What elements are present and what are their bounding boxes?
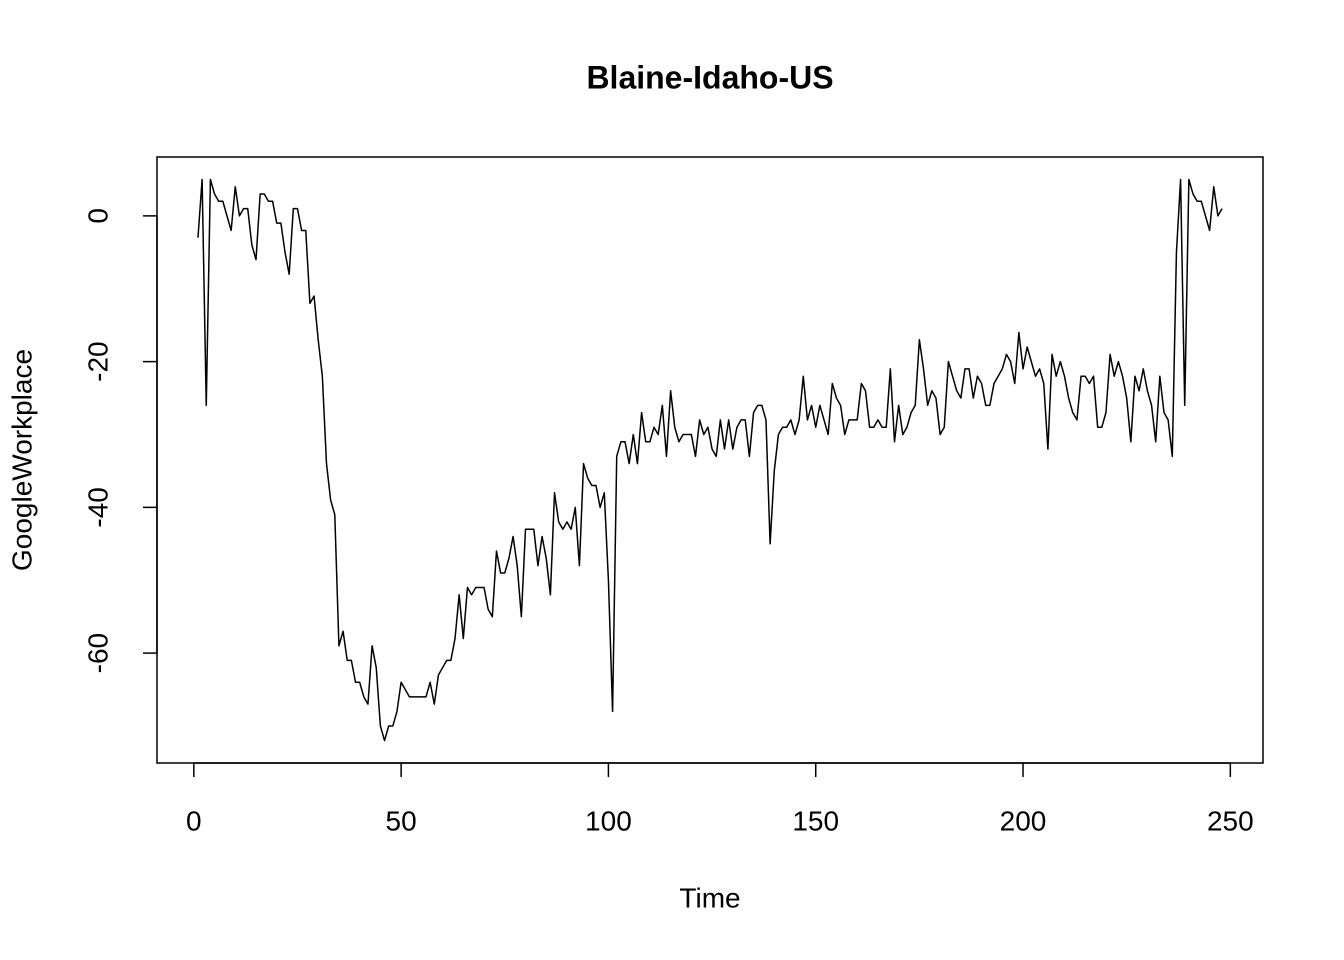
x-tick-label: 100	[585, 805, 632, 836]
x-tick-label: 250	[1207, 805, 1254, 836]
y-tick-label: -20	[82, 341, 113, 381]
y-tick-label: -60	[82, 633, 113, 673]
y-axis-label: GoogleWorkplace	[6, 349, 37, 571]
x-axis-label: Time	[679, 882, 740, 913]
data-line	[197, 178, 1223, 742]
y-tick-label: 0	[82, 208, 113, 224]
y-tick-label: -40	[82, 487, 113, 527]
x-tick-label: 150	[792, 805, 839, 836]
chart-title: Blaine-Idaho-US	[586, 59, 833, 95]
plot-box	[156, 156, 1264, 764]
x-tick-label: 200	[1000, 805, 1047, 836]
x-tick-label: 50	[386, 805, 417, 836]
x-tick-label: 0	[186, 805, 202, 836]
